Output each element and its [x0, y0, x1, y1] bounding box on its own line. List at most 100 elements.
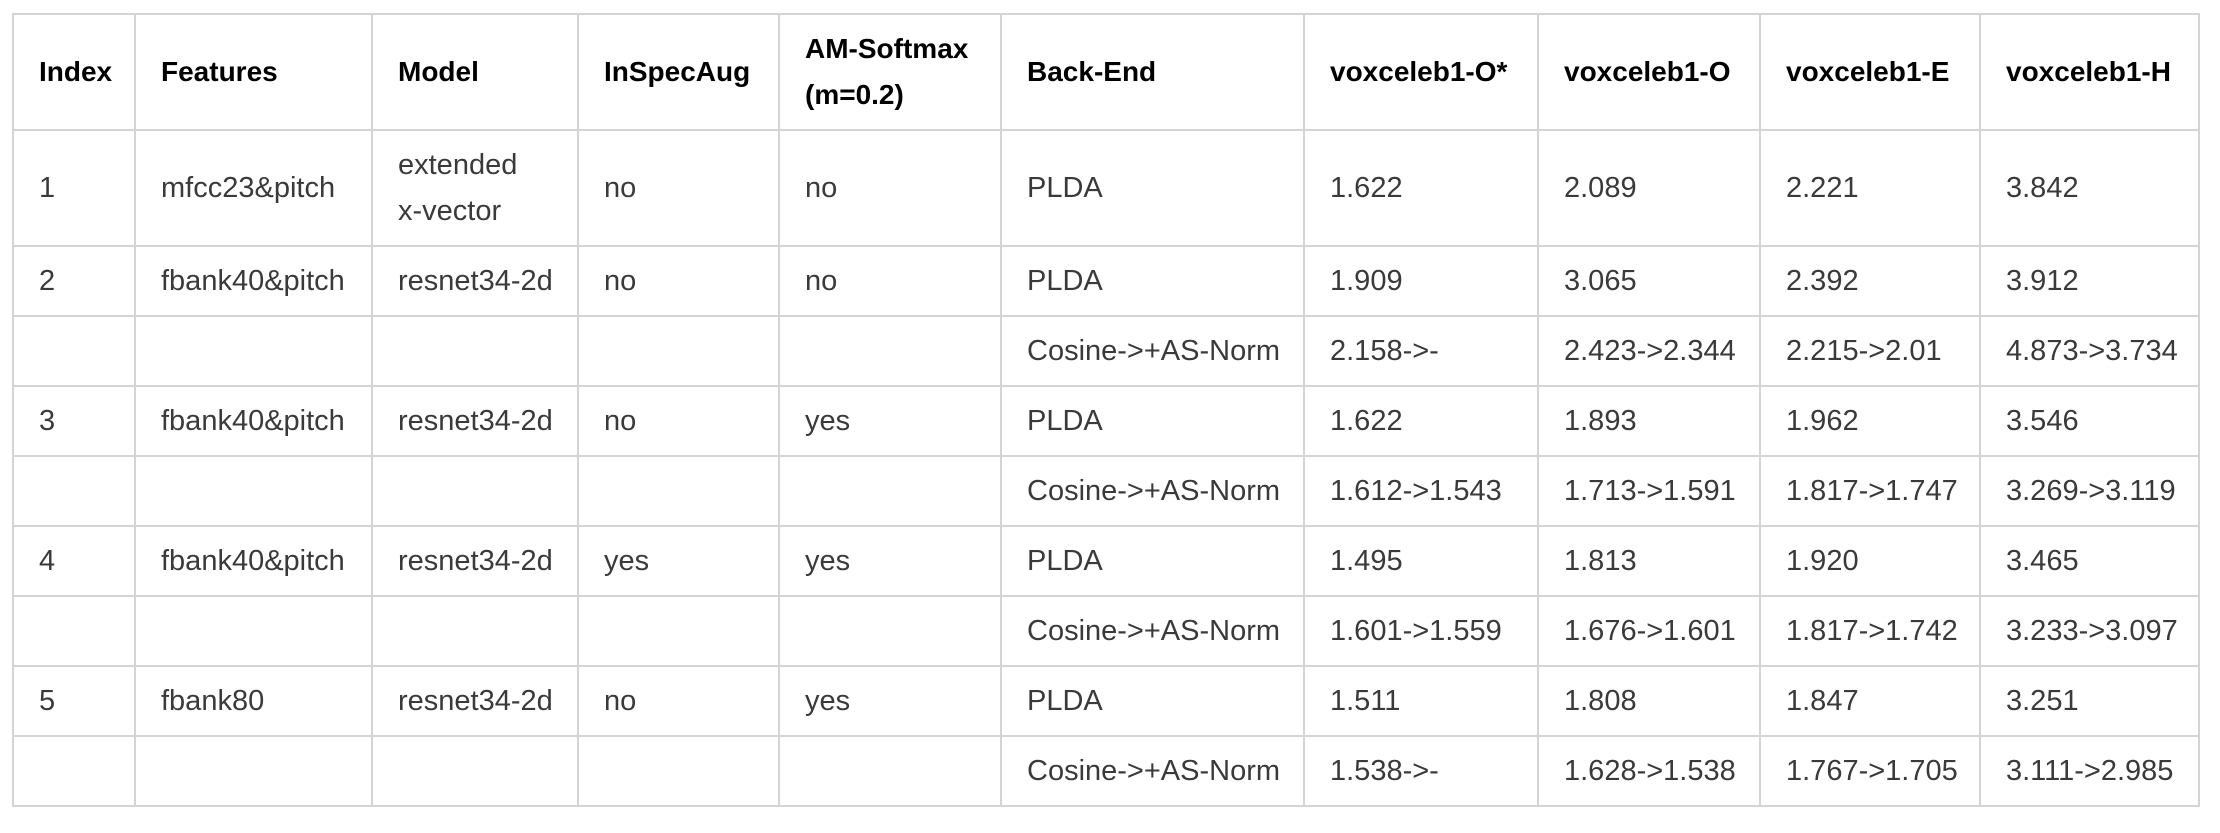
cell-am-softmax: [778, 455, 1002, 527]
cell-voxceleb1-o: 1.676->1.601: [1537, 595, 1761, 667]
cell-voxceleb1-h: 3.465: [1979, 525, 2200, 597]
cell-voxceleb1-h: 3.251: [1979, 665, 2200, 737]
cell-voxceleb1-o-star: 1.612->1.543: [1303, 455, 1539, 527]
col-header-voxceleb1-o-star: voxceleb1-O*: [1303, 13, 1539, 131]
col-header-voxceleb1-e: voxceleb1-E: [1759, 13, 1981, 131]
cell-voxceleb1-h: 3.233->3.097: [1979, 595, 2200, 667]
cell-am-softmax: yes: [778, 665, 1002, 737]
cell-voxceleb1-e: 1.920: [1759, 525, 1981, 597]
cell-features: [134, 735, 373, 807]
table-row: Cosine->+AS-Norm 1.538->- 1.628->1.538 1…: [12, 735, 2200, 807]
cell-voxceleb1-o: 1.893: [1537, 385, 1761, 457]
col-header-voxceleb1-o: voxceleb1-O: [1537, 13, 1761, 131]
cell-voxceleb1-h: 3.269->3.119: [1979, 455, 2200, 527]
cell-inspecaug: [577, 315, 780, 387]
cell-backend: PLDA: [1000, 245, 1305, 317]
cell-index: [12, 595, 136, 667]
col-header-features: Features: [134, 13, 373, 131]
cell-features: fbank40&pitch: [134, 245, 373, 317]
cell-features: mfcc23&pitch: [134, 129, 373, 247]
cell-voxceleb1-h: 3.546: [1979, 385, 2200, 457]
cell-features: fbank40&pitch: [134, 385, 373, 457]
cell-backend: PLDA: [1000, 129, 1305, 247]
cell-features: [134, 455, 373, 527]
cell-voxceleb1-e: 1.847: [1759, 665, 1981, 737]
table-row: 4 fbank40&pitch resnet34-2d yes yes PLDA…: [12, 525, 2200, 597]
cell-inspecaug: [577, 455, 780, 527]
cell-voxceleb1-h: 3.912: [1979, 245, 2200, 317]
cell-voxceleb1-o-star: 1.538->-: [1303, 735, 1539, 807]
cell-model: resnet34-2d: [371, 385, 579, 457]
table-row: 3 fbank40&pitch resnet34-2d no yes PLDA …: [12, 385, 2200, 457]
col-header-index: Index: [12, 13, 136, 131]
cell-am-softmax: no: [778, 129, 1002, 247]
cell-voxceleb1-o: 2.423->2.344: [1537, 315, 1761, 387]
cell-backend: Cosine->+AS-Norm: [1000, 455, 1305, 527]
cell-backend: Cosine->+AS-Norm: [1000, 735, 1305, 807]
col-header-backend: Back-End: [1000, 13, 1305, 131]
cell-voxceleb1-e: 2.221: [1759, 129, 1981, 247]
cell-voxceleb1-h: 3.842: [1979, 129, 2200, 247]
cell-backend: PLDA: [1000, 665, 1305, 737]
cell-am-softmax: [778, 595, 1002, 667]
cell-features: fbank80: [134, 665, 373, 737]
cell-model: resnet34-2d: [371, 665, 579, 737]
cell-features: fbank40&pitch: [134, 525, 373, 597]
table-row: Cosine->+AS-Norm 2.158->- 2.423->2.344 2…: [12, 315, 2200, 387]
cell-voxceleb1-o-star: 1.511: [1303, 665, 1539, 737]
cell-am-softmax: [778, 315, 1002, 387]
cell-voxceleb1-o: 3.065: [1537, 245, 1761, 317]
col-header-inspecaug: InSpecAug: [577, 13, 780, 131]
cell-model: resnet34-2d: [371, 245, 579, 317]
cell-am-softmax: [778, 735, 1002, 807]
cell-features: [134, 595, 373, 667]
cell-voxceleb1-o-star: 1.495: [1303, 525, 1539, 597]
table-row: Cosine->+AS-Norm 1.601->1.559 1.676->1.6…: [12, 595, 2200, 667]
cell-index: 2: [12, 245, 136, 317]
col-header-voxceleb1-h: voxceleb1-H: [1979, 13, 2200, 131]
cell-voxceleb1-h: 4.873->3.734: [1979, 315, 2200, 387]
col-header-am-softmax: AM-Softmax (m=0.2): [778, 13, 1002, 131]
cell-voxceleb1-o: 1.808: [1537, 665, 1761, 737]
cell-voxceleb1-h: 3.111->2.985: [1979, 735, 2200, 807]
cell-index: [12, 455, 136, 527]
cell-inspecaug: no: [577, 245, 780, 317]
cell-model: [371, 315, 579, 387]
cell-voxceleb1-o-star: 2.158->-: [1303, 315, 1539, 387]
cell-voxceleb1-o: 1.628->1.538: [1537, 735, 1761, 807]
table-row: 2 fbank40&pitch resnet34-2d no no PLDA 1…: [12, 245, 2200, 317]
cell-voxceleb1-e: 1.962: [1759, 385, 1981, 457]
cell-backend: Cosine->+AS-Norm: [1000, 595, 1305, 667]
cell-voxceleb1-o-star: 1.909: [1303, 245, 1539, 317]
cell-am-softmax: yes: [778, 385, 1002, 457]
col-header-model: Model: [371, 13, 579, 131]
cell-index: 1: [12, 129, 136, 247]
cell-voxceleb1-o: 2.089: [1537, 129, 1761, 247]
cell-index: [12, 315, 136, 387]
cell-voxceleb1-e: 1.817->1.747: [1759, 455, 1981, 527]
cell-index: [12, 735, 136, 807]
cell-index: 3: [12, 385, 136, 457]
cell-backend: PLDA: [1000, 385, 1305, 457]
cell-voxceleb1-o: 1.813: [1537, 525, 1761, 597]
cell-inspecaug: no: [577, 129, 780, 247]
cell-backend: PLDA: [1000, 525, 1305, 597]
cell-model: [371, 735, 579, 807]
cell-voxceleb1-e: 1.767->1.705: [1759, 735, 1981, 807]
cell-model: [371, 595, 579, 667]
cell-model: extended x-vector: [371, 129, 579, 247]
cell-voxceleb1-e: 2.392: [1759, 245, 1981, 317]
cell-am-softmax: no: [778, 245, 1002, 317]
voxceleb-results-table: Index Features Model InSpecAug AM-Softma…: [12, 13, 2200, 807]
cell-index: 4: [12, 525, 136, 597]
cell-inspecaug: no: [577, 665, 780, 737]
cell-voxceleb1-e: 1.817->1.742: [1759, 595, 1981, 667]
cell-inspecaug: no: [577, 385, 780, 457]
cell-voxceleb1-o-star: 1.601->1.559: [1303, 595, 1539, 667]
cell-backend: Cosine->+AS-Norm: [1000, 315, 1305, 387]
cell-voxceleb1-o: 1.713->1.591: [1537, 455, 1761, 527]
header-row: Index Features Model InSpecAug AM-Softma…: [12, 13, 2200, 131]
cell-model: [371, 455, 579, 527]
cell-model: resnet34-2d: [371, 525, 579, 597]
table-row: Cosine->+AS-Norm 1.612->1.543 1.713->1.5…: [12, 455, 2200, 527]
